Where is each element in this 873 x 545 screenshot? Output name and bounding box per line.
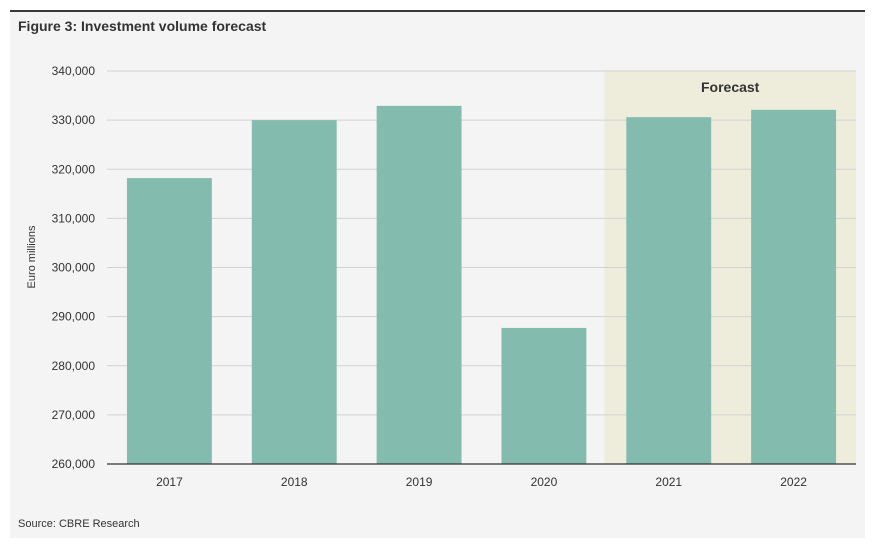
figure-source: Source: CBRE Research (18, 518, 140, 530)
bars (126, 105, 837, 465)
bar-2019 (376, 105, 462, 464)
bar-2020 (501, 327, 587, 464)
y-tick-label: 260,000 (52, 457, 96, 471)
bar-2018 (251, 120, 337, 464)
y-tick-label: 300,000 (52, 261, 96, 275)
x-tick-label: 2022 (780, 475, 807, 489)
x-tick-label: 2018 (281, 475, 308, 489)
figure-title: Figure 3: Investment volume forecast (18, 18, 267, 34)
y-axis-label: Euro millions (26, 225, 38, 288)
x-tick-label: 2020 (531, 475, 558, 489)
y-tick-label: 290,000 (52, 310, 96, 324)
x-tick-label: 2017 (156, 475, 183, 489)
labels: Forecast 260,000 270,000 280,000 290,000 300,… (26, 64, 807, 489)
bar-2021 (626, 117, 712, 465)
y-tick-label: 320,000 (52, 162, 96, 176)
y-tick-label: 310,000 (52, 211, 96, 225)
y-tick-label: 340,000 (52, 64, 96, 78)
x-tick-label: 2019 (406, 475, 433, 489)
x-tick-label: 2021 (655, 475, 682, 489)
y-tick-label: 270,000 (52, 408, 96, 422)
y-tick-label: 330,000 (52, 113, 96, 127)
y-tick-label: 280,000 (52, 359, 96, 373)
bar-2017 (126, 178, 212, 464)
bar-2022 (751, 109, 837, 464)
top-rule (10, 10, 865, 12)
forecast-label: Forecast (701, 79, 760, 95)
gridlines (107, 70, 856, 416)
